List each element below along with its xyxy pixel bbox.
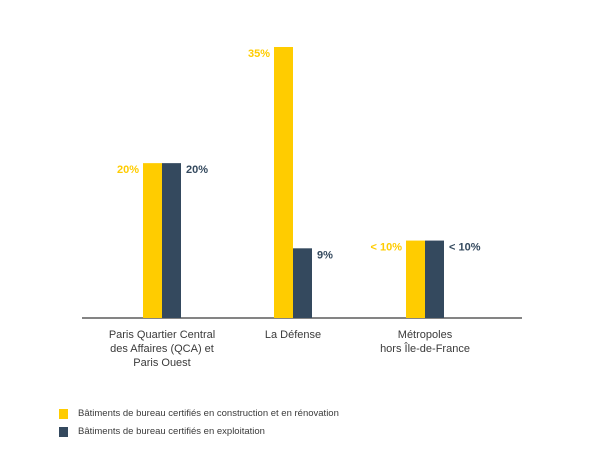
category-label-line: Paris Quartier Central [109,329,215,341]
data-label: < 10% [371,242,403,254]
data-label: 35% [248,48,270,60]
category-label-line: des Affaires (QCA) et [110,343,214,355]
bar-exploitation [162,163,181,318]
category-label: Paris Quartier Central des Affaires (QCA)… [109,329,215,369]
legend-swatch-exploitation [59,426,68,437]
category-label-line: Métropoles [398,329,453,341]
legend: Bâtiments de bureau certifiés en constru… [59,408,339,444]
bar-construction [406,240,425,318]
category-label: Métropoles hors Île-de-France [380,329,470,355]
category-label-line: La Défense [265,329,321,341]
bar-construction [143,163,162,318]
data-label: 20% [117,164,139,176]
data-label: 20% [186,164,208,176]
legend-item: Bâtiments de bureau certifiés en exploit… [59,426,339,437]
legend-label-exploitation: Bâtiments de bureau certifiés en exploit… [78,426,265,437]
legend-swatch-construction [59,408,68,419]
bar-exploitation [293,248,312,318]
bar-exploitation [425,240,444,318]
bar-construction [274,47,293,318]
category-label-line: Paris Ouest [133,357,190,369]
legend-label-construction: Bâtiments de bureau certifiés en constru… [78,408,339,419]
legend-item: Bâtiments de bureau certifiés en constru… [59,408,339,419]
data-label: < 10% [449,242,481,254]
data-label: 9% [317,249,333,261]
category-label: La Défense [265,329,321,341]
category-label-line: hors Île-de-France [380,342,470,355]
